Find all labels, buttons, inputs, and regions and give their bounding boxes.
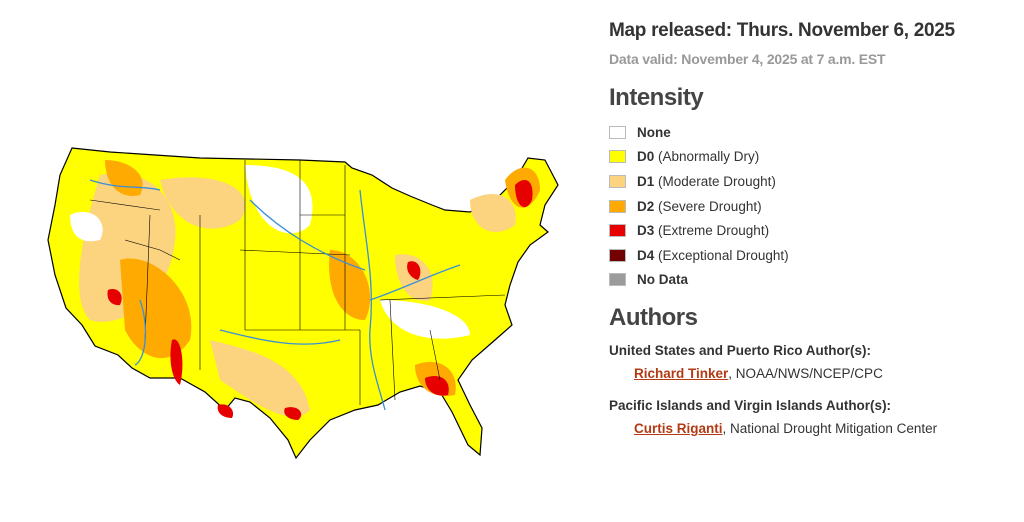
- drought-map: [47, 147, 559, 460]
- legend-code: D3: [637, 223, 655, 239]
- author-line: Curtis Riganti, National Drought Mitigat…: [609, 421, 937, 436]
- legend-label: (Extreme Drought): [658, 223, 770, 239]
- author-affiliation: , NOAA/NWS/NCEP/CPC: [728, 366, 883, 381]
- legend-item: D3 (Extreme Drought): [609, 218, 789, 243]
- legend-title: Intensity: [609, 84, 704, 111]
- legend-code: No Data: [637, 272, 689, 288]
- legend-swatch: [609, 125, 626, 139]
- legend-swatch: [609, 248, 626, 262]
- author-group-heading: United States and Puerto Rico Author(s):: [609, 343, 872, 358]
- author-link[interactable]: Richard Tinker: [634, 366, 729, 381]
- legend-code: None: [637, 124, 671, 140]
- legend-label: (Moderate Drought): [658, 173, 776, 189]
- legend-swatch: [609, 174, 626, 188]
- drought-areas: [70, 160, 540, 420]
- legend-item: None: [609, 120, 789, 145]
- author-group-heading: Pacific Islands and Virgin Islands Autho…: [609, 398, 892, 413]
- legend-label: (Exceptional Drought): [658, 247, 789, 263]
- legend-item: No Data: [609, 268, 789, 293]
- state-lines: [89, 160, 506, 405]
- legend-item: D1 (Moderate Drought): [609, 169, 789, 194]
- author-line: Richard Tinker, NOAA/NWS/NCEP/CPC: [609, 366, 937, 381]
- legend: None D0 (Abnormally Dry) D1 (Moderate Drou…: [609, 120, 789, 292]
- author-link[interactable]: Curtis Riganti: [634, 421, 723, 436]
- map-released: Map released: Thurs. November 6, 2025: [609, 20, 955, 41]
- legend-item: D2 (Severe Drought): [609, 194, 789, 219]
- authors-title: Authors: [609, 304, 698, 331]
- legend-code: D4: [637, 247, 655, 263]
- data-valid: Data valid: November 4, 2025 at 7 a.m. E…: [609, 51, 886, 67]
- legend-label: (Severe Drought): [658, 198, 762, 214]
- rivers: [89, 179, 461, 411]
- legend-swatch: [609, 273, 626, 287]
- legend-swatch: [609, 224, 626, 238]
- legend-item: D4 (Exceptional Drought): [609, 243, 789, 268]
- author-groups: United States and Puerto Rico Author(s):…: [609, 343, 937, 436]
- legend-code: D2: [637, 198, 655, 214]
- legend-code: D1: [637, 173, 655, 189]
- author-affiliation: , National Drought Mitigation Center: [722, 421, 938, 436]
- legend-label: (Abnormally Dry): [658, 149, 760, 165]
- legend-code: D0: [637, 149, 655, 165]
- legend-swatch: [609, 199, 626, 213]
- legend-item: D0 (Abnormally Dry): [609, 145, 789, 170]
- legend-swatch: [609, 150, 626, 164]
